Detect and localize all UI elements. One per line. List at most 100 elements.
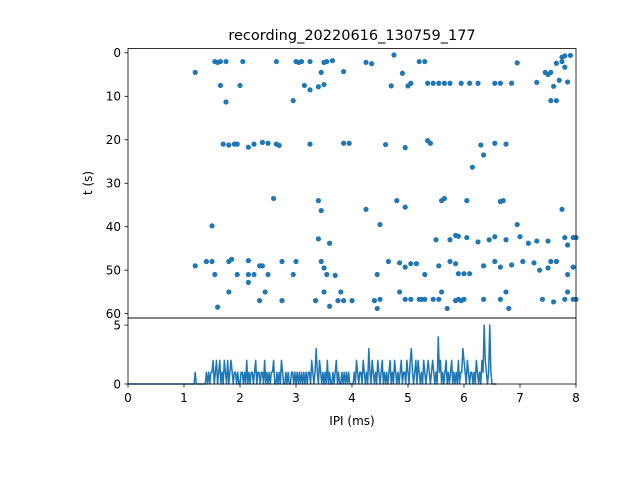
scatter-point: [475, 239, 481, 245]
line-x-axis-label: IPI (ms): [329, 414, 374, 428]
scatter-point: [447, 237, 453, 243]
scatter-point: [534, 238, 540, 244]
scatter-point: [293, 258, 299, 265]
scatter-point: [217, 58, 223, 65]
scatter-point: [271, 195, 277, 202]
scatter-point: [262, 289, 268, 295]
scatter-point: [551, 83, 557, 89]
scatter-point: [245, 144, 251, 150]
scatter-point: [481, 263, 487, 269]
scatter-point: [481, 152, 487, 158]
scatter-point: [371, 298, 377, 304]
scatter-point: [234, 271, 240, 278]
scatter-point: [408, 261, 414, 267]
scatter-point: [332, 272, 338, 279]
scatter-point: [509, 80, 515, 86]
scatter-y-tick-label: 20: [106, 133, 121, 147]
line-x-tick-label: 6: [460, 391, 468, 405]
scatter-point: [245, 258, 251, 264]
scatter-point: [469, 164, 475, 170]
scatter-point: [402, 296, 408, 302]
scatter-point: [565, 242, 571, 248]
scatter-point: [341, 298, 347, 304]
scatter-point: [363, 59, 369, 66]
scatter-point: [385, 258, 391, 265]
scatter-point: [565, 79, 571, 85]
chart-title: recording_20220616_130759_177: [228, 28, 475, 44]
scatter-point: [464, 198, 470, 204]
scatter-point: [497, 296, 503, 302]
scatter-point: [245, 279, 251, 285]
scatter-point: [497, 264, 503, 270]
scatter-point: [509, 262, 515, 268]
scatter-point: [503, 237, 509, 243]
scatter-point: [374, 305, 380, 312]
scatter-point: [397, 289, 403, 295]
scatter-point: [229, 256, 235, 262]
scatter-point: [327, 240, 333, 246]
scatter-point: [548, 69, 554, 76]
scatter-point: [492, 234, 498, 240]
scatter-point: [537, 267, 543, 273]
scatter-point: [377, 221, 383, 228]
scatter-point: [567, 52, 574, 59]
scatter-point: [290, 271, 296, 278]
scatter-point: [553, 98, 560, 104]
scatter-point: [273, 58, 279, 65]
scatter-point: [475, 80, 481, 86]
line-x-tick-label: 4: [348, 391, 356, 405]
scatter-point: [327, 303, 333, 309]
scatter-point: [436, 80, 442, 86]
scatter-y-tick-label: 0: [113, 46, 121, 60]
scatter-point: [562, 53, 568, 59]
scatter-point: [562, 234, 568, 241]
scatter-point: [545, 265, 551, 271]
scatter-point: [461, 296, 467, 302]
scatter-point: [458, 80, 464, 86]
scatter-point: [486, 237, 492, 243]
scatter-point: [369, 61, 375, 67]
scatter-point: [203, 258, 209, 265]
scatter-point: [290, 98, 296, 104]
scatter-point: [279, 258, 285, 265]
scatter-point: [492, 258, 498, 265]
scatter-point: [223, 99, 229, 105]
scatter-point: [447, 258, 453, 265]
scatter-point: [430, 80, 436, 86]
line-x-tick-label: 0: [124, 391, 132, 405]
line-y-ticks: 05: [113, 318, 128, 391]
scatter-point: [514, 221, 520, 228]
scatter-point: [318, 69, 324, 76]
scatter-point: [408, 296, 414, 302]
scatter-point: [447, 80, 453, 86]
scatter-point: [315, 84, 321, 90]
scatter-point: [525, 240, 532, 246]
scatter-point: [436, 263, 442, 269]
scatter-point: [321, 289, 327, 295]
scatter-point: [539, 296, 546, 302]
line-x-tick-label: 8: [572, 391, 580, 405]
scatter-point: [422, 296, 428, 302]
scatter-point: [497, 80, 503, 86]
scatter-y-ticks: 0 10 20 30 40 50 60: [106, 46, 128, 321]
scatter-point: [503, 289, 509, 295]
scatter-point: [413, 261, 419, 267]
scatter-y-tick-label: 50: [106, 263, 121, 277]
scatter-point: [212, 271, 218, 278]
scatter-points: [192, 52, 579, 312]
scatter-point: [265, 140, 271, 146]
scatter-point: [441, 195, 447, 202]
line-y-tick-label: 0: [113, 377, 121, 391]
scatter-point: [545, 238, 551, 244]
scatter-point: [240, 58, 246, 65]
line-x-tick-label: 2: [236, 391, 244, 405]
scatter-point: [478, 142, 484, 148]
scatter-point: [324, 271, 330, 278]
scatter-point: [315, 198, 321, 204]
scatter-point: [559, 58, 565, 65]
scatter-point: [341, 68, 347, 75]
scatter-point: [209, 223, 215, 229]
scatter-point: [481, 296, 487, 302]
scatter-point: [492, 140, 498, 146]
